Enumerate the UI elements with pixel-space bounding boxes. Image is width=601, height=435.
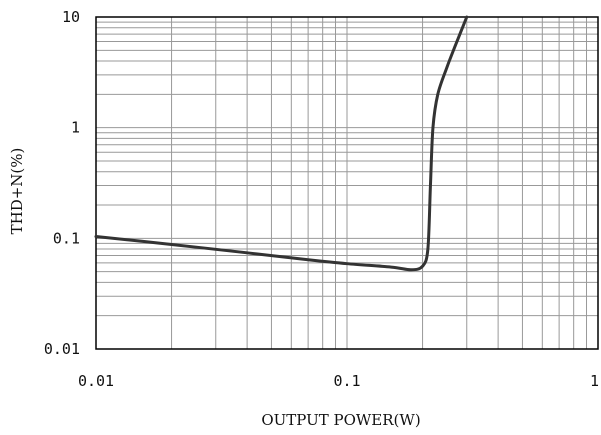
y-tick-label: 10: [62, 8, 80, 26]
y-tick-label: 1: [71, 119, 80, 137]
y-axis-title: THD+N(%): [8, 148, 26, 235]
grid-lines: [95, 17, 598, 350]
tick-labels: 0.01 0.1 1 0.01 0.1 1 10: [44, 8, 599, 390]
x-tick-label: 0.01: [78, 372, 114, 390]
x-tick-label: 0.1: [333, 372, 360, 390]
y-tick-label: 0.01: [44, 340, 80, 358]
plot-frame: [95, 16, 599, 350]
y-tick-label: 0.1: [53, 229, 80, 247]
series-line-group: [94, 15, 469, 272]
series-line: [94, 15, 469, 272]
x-axis-title: OUTPUT POWER(W): [261, 411, 420, 429]
x-tick-label: 1: [590, 372, 599, 390]
